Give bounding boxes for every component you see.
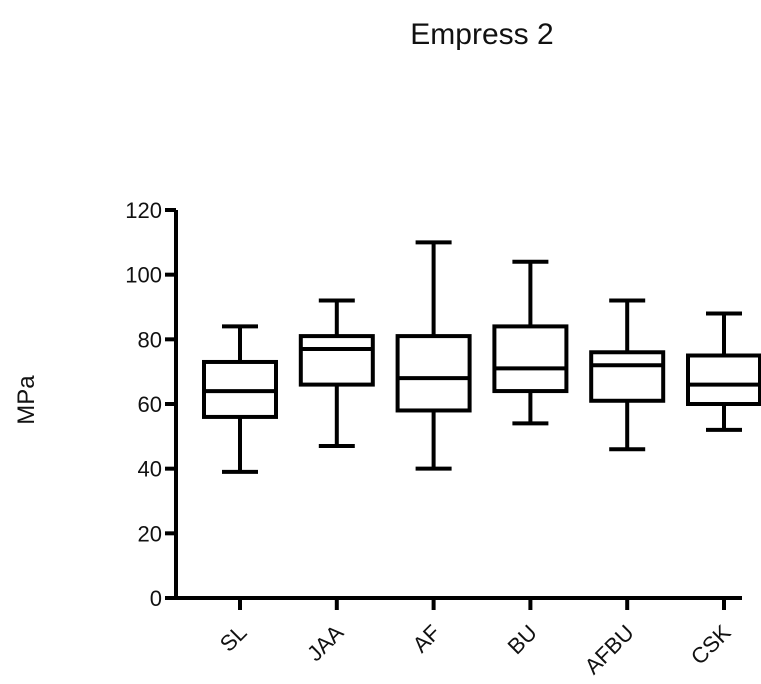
y-axis-label: MPa xyxy=(13,375,40,425)
chart-title: Empress 2 xyxy=(410,18,553,51)
iqr-box xyxy=(589,350,666,403)
y-tick-label: 60 xyxy=(138,392,162,417)
iqr-box xyxy=(492,324,569,394)
box-bu xyxy=(492,259,569,426)
box-series xyxy=(202,240,761,474)
y-tick-label: 100 xyxy=(125,263,162,288)
box-af xyxy=(395,240,472,471)
box-jaa xyxy=(298,298,375,449)
y-tick-label: 0 xyxy=(150,586,162,611)
iqr-box xyxy=(686,353,761,406)
box-csk xyxy=(686,311,761,432)
y-tick-label: 20 xyxy=(138,521,162,546)
y-axis-ticks: 0 20 40 60 80 100 120 xyxy=(125,198,176,611)
y-tick-label: 40 xyxy=(138,457,162,482)
x-tick-label: CSK xyxy=(686,620,736,670)
box-sl xyxy=(202,324,278,474)
x-tick-label: SL xyxy=(215,620,252,657)
x-tick-label: AFBU xyxy=(580,620,639,679)
y-tick-label: 80 xyxy=(138,327,162,352)
x-axis-ticks: SL JAA AF BU AFBU CSK xyxy=(215,598,736,679)
box-afbu xyxy=(589,298,666,452)
x-tick-label: BU xyxy=(503,620,542,659)
x-tick-label: JAA xyxy=(302,620,348,666)
y-tick-label: 120 xyxy=(125,198,162,223)
iqr-box xyxy=(395,334,472,413)
iqr-box xyxy=(298,334,375,387)
x-tick-label: AF xyxy=(408,620,446,658)
